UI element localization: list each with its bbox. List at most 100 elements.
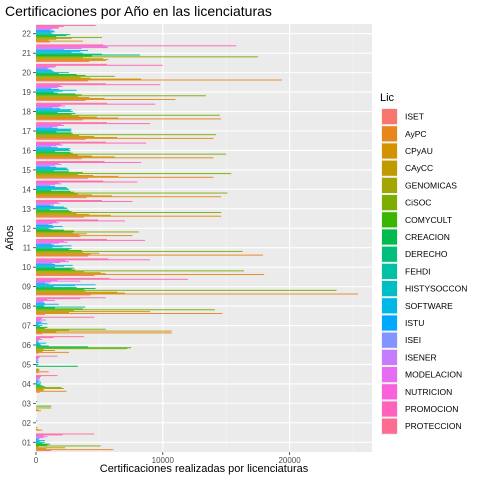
bar-software-22 <box>36 31 56 33</box>
bar-fehdi-13 <box>36 208 68 210</box>
bar-isei-12 <box>36 224 49 226</box>
legend-label-cisoc: CiSOC <box>405 198 431 208</box>
bar-istu-08 <box>36 302 45 304</box>
bar-cisoc-17 <box>36 134 217 136</box>
bar-cpyau-18 <box>36 117 119 119</box>
bar-cpyau-21 <box>36 59 109 61</box>
bar-modelacion-09 <box>36 280 81 282</box>
bar-nutricion-16 <box>36 143 61 145</box>
legend-label-nutricion: NUTRICION <box>405 387 452 397</box>
bar-proteccion-08 <box>36 297 106 299</box>
bar-creacion-13 <box>36 210 69 212</box>
bar-istu-15 <box>36 166 57 168</box>
bar-genomicas-10 <box>36 271 85 273</box>
bar-software-09 <box>36 284 96 286</box>
legend-label-cpyau: CPyAU <box>405 146 433 156</box>
bar-genomicas-12 <box>36 232 73 234</box>
bar-cpyau-19 <box>36 98 105 100</box>
bar-isener-04 <box>36 378 39 380</box>
bar-histysoccon-22 <box>36 32 52 34</box>
bar-comycult-09 <box>36 288 85 290</box>
bar-isei-09 <box>36 282 45 284</box>
bar-proteccion-19 <box>36 83 106 85</box>
bar-aypc-17 <box>36 137 214 139</box>
bar-isener-09 <box>36 281 52 283</box>
bar-istu-04 <box>36 380 39 382</box>
y-tick-label: 13 <box>22 205 31 214</box>
bar-derecho-12 <box>36 228 52 230</box>
x-tick-label: 0 <box>34 456 39 465</box>
x-tick-label: 20000 <box>278 456 301 465</box>
bar-isener-17 <box>36 125 58 127</box>
bar-promocion-15 <box>36 162 142 163</box>
bar-isener-19 <box>36 87 58 88</box>
bar-fehdi-15 <box>36 169 69 171</box>
bar-fehdi-10 <box>36 266 56 268</box>
bar-software-15 <box>36 167 67 169</box>
bar-aypc-14 <box>36 196 222 198</box>
bar-iset-04 <box>36 391 40 393</box>
bar-nutricion-04 <box>36 376 40 378</box>
bar-isei-15 <box>36 165 50 167</box>
bar-cpyau-15 <box>36 175 119 177</box>
bar-cpyau-08 <box>36 312 69 314</box>
bar-modelacion-07 <box>36 319 47 321</box>
bar-iset-21 <box>36 61 90 62</box>
bar-creacion-19 <box>36 93 76 95</box>
bar-comycult-07 <box>36 327 45 329</box>
bar-genomicas-11 <box>36 251 83 253</box>
bar-nutricion-05 <box>36 357 39 359</box>
bar-derecho-10 <box>36 267 75 269</box>
bar-nutricion-22 <box>36 26 59 28</box>
legend-swatch-derecho <box>382 246 397 262</box>
bar-isener-05 <box>36 359 38 361</box>
legend-title: Lic <box>380 92 395 104</box>
bar-modelacion-16 <box>36 144 63 146</box>
bar-promocion-10 <box>36 259 151 261</box>
bar-aypc-21 <box>36 60 106 62</box>
bar-creacion-05 <box>36 365 78 367</box>
bar-isei-11 <box>36 243 52 245</box>
bar-modelacion-15 <box>36 163 62 165</box>
bar-histysoccon-16 <box>36 149 69 150</box>
bar-isener-11 <box>36 242 59 244</box>
bar-cisoc-08 <box>36 309 215 311</box>
bar-promocion-09 <box>36 278 189 280</box>
bar-isei-20 <box>36 68 48 70</box>
bar-creacion-21 <box>36 54 140 56</box>
bar-fehdi-07 <box>36 325 43 327</box>
bar-cpyau-07 <box>36 331 57 333</box>
bar-istu-21 <box>36 49 88 51</box>
bar-caycc-05 <box>36 369 40 371</box>
bar-aypc-01 <box>36 449 114 451</box>
bar-nutricion-09 <box>36 279 58 281</box>
bar-derecho-06 <box>36 345 49 347</box>
bar-promocion-13 <box>36 200 133 202</box>
bar-proteccion-07 <box>36 316 95 318</box>
bar-fehdi-19 <box>36 91 54 93</box>
y-tick-label: 07 <box>22 322 31 331</box>
bar-iset-07 <box>36 333 43 335</box>
bar-cisoc-18 <box>36 114 220 116</box>
legend-swatch-iset <box>382 109 397 125</box>
bar-proteccion-21 <box>36 44 104 46</box>
bar-histysoccon-15 <box>36 168 68 170</box>
bar-caycc-20 <box>36 77 91 79</box>
bar-modelacion-18 <box>36 105 66 107</box>
bar-genomicas-21 <box>36 57 83 59</box>
bar-nutricion-01 <box>36 435 44 437</box>
legend-label-comycult: COMYCULT <box>405 215 452 225</box>
bar-istu-14 <box>36 186 56 188</box>
bar-promocion-18 <box>36 103 156 105</box>
bar-modelacion-01 <box>36 436 48 438</box>
bar-cpyau-13 <box>36 214 111 216</box>
legend-swatch-caycc <box>382 160 397 176</box>
y-tick-label: 18 <box>22 108 31 117</box>
bar-isener-06 <box>36 339 39 341</box>
bar-cisoc-09 <box>36 289 337 291</box>
bar-derecho-08 <box>36 306 86 308</box>
bar-caycc-08 <box>36 311 151 313</box>
bar-promocion-22 <box>36 25 64 27</box>
bar-cpyau-14 <box>36 195 113 197</box>
bar-iset-09 <box>36 294 91 296</box>
